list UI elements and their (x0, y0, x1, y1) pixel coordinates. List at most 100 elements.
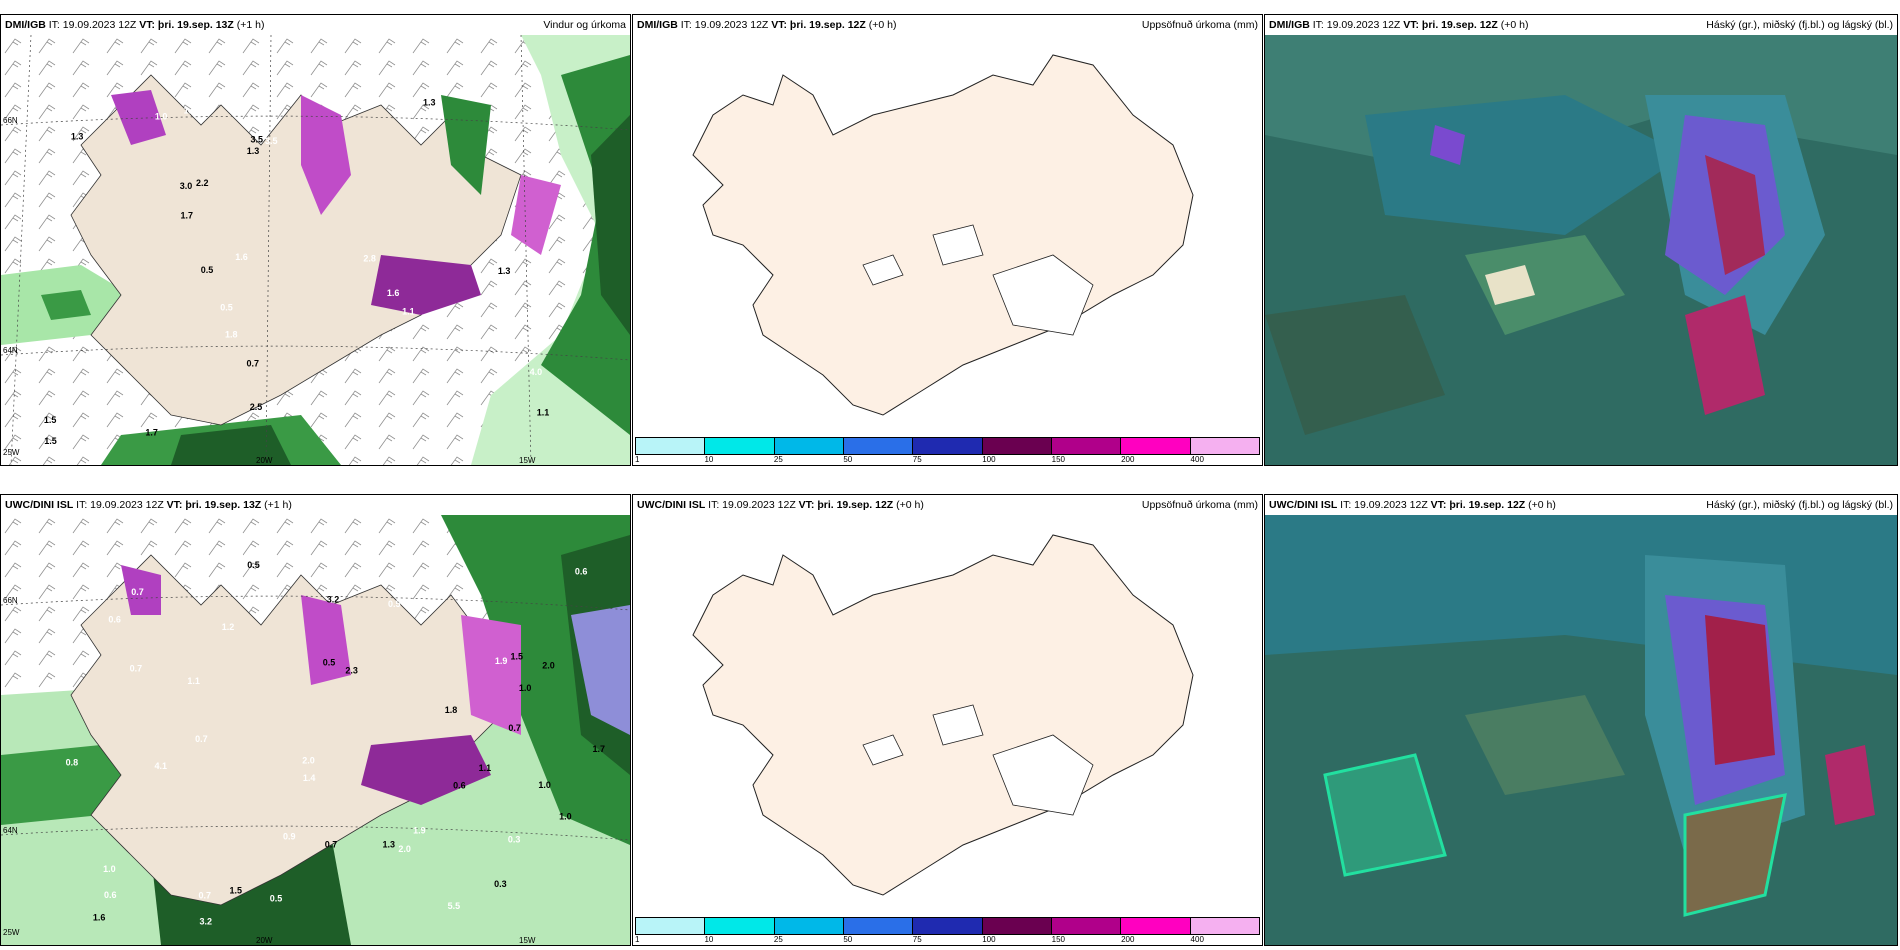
panel-clouds-dmi: DMI/IGB IT: 19.09.2023 12Z VT: þri. 19.s… (1264, 14, 1898, 466)
colorbar-tick-label: 50 (843, 935, 853, 944)
precip-value-label: 1.2 (248, 569, 261, 579)
lon-label: 20W (256, 936, 273, 945)
colorbar-swatch (705, 918, 775, 934)
panel-header: UWC/DINI ISL IT: 19.09.2023 12Z VT: þri.… (1, 495, 630, 515)
lead-time: (+0 h) (1500, 19, 1529, 31)
model-name: UWC/DINI ISL (1269, 499, 1338, 511)
precip-value-label: 0.5 (220, 302, 233, 312)
panel-header: UWC/DINI ISL IT: 19.09.2023 12Z VT: þri.… (1265, 495, 1897, 515)
colorbar (635, 437, 1260, 455)
model-name: DMI/IGB (5, 19, 46, 31)
precip-value-label: 1.7 (593, 744, 606, 754)
precip-value-label: 1.8 (225, 329, 238, 339)
colorbar-tick-label: 150 (1051, 455, 1066, 464)
precip-value-label: 1.0 (103, 864, 116, 874)
colorbar-tick-label: 50 (843, 455, 853, 464)
colorbar-tick-label: 75 (912, 935, 922, 944)
precip-value-label: 1.5 (44, 436, 57, 446)
precip-value-label: 0.5 (388, 599, 401, 609)
precip-value-label: 1.7 (496, 134, 509, 144)
precip-value-label: 0.9 (283, 832, 296, 842)
precip-value-label: 1.6 (387, 288, 400, 298)
precip-value-label: 0.7 (130, 664, 143, 674)
panel-wind-precip-uwc: UWC/DINI ISL IT: 19.09.2023 12Z VT: þri.… (0, 494, 631, 946)
precip-value-label: 1.1 (537, 407, 550, 417)
precip-value-label: 3.0 (180, 181, 193, 191)
panel-accum-precip-uwc: UWC/DINI ISL IT: 19.09.2023 12Z VT: þri.… (632, 494, 1263, 946)
colorbar-swatch (843, 918, 914, 934)
precip-value-label: 1.0 (538, 780, 551, 790)
precip-value-label: 2.0 (398, 844, 411, 854)
precip-value-label: 1.1 (187, 676, 200, 686)
panel-header: DMI/IGB IT: 19.09.2023 12Z VT: þri. 19.s… (1265, 15, 1897, 35)
precip-value-label: 3.2 (327, 595, 340, 605)
colorbar-swatch (1190, 918, 1259, 934)
init-time: IT: 19.09.2023 12Z (1312, 19, 1401, 31)
precip-value-label: 1.7 (145, 428, 158, 438)
lead-time: (+1 h) (236, 19, 265, 31)
lead-time: (+1 h) (264, 499, 292, 511)
field-name: Uppsöfnuð úrkoma (mm) (1141, 499, 1258, 511)
colorbar-swatch (774, 918, 844, 934)
valid-time: VT: þri. 19.sep. 12Z (1430, 499, 1526, 511)
model-name: UWC/DINI ISL (5, 499, 74, 511)
panel-header: DMI/IGB IT: 19.09.2023 12Z VT: þri. 19.s… (1, 15, 630, 35)
precip-value-label: 1.0 (155, 112, 168, 122)
colorbar-swatch (1051, 918, 1122, 934)
accum-precip-map (633, 35, 1262, 465)
valid-time: VT: þri. 19.sep. 12Z (1403, 19, 1498, 31)
colorbar-swatch (1190, 438, 1259, 454)
lat-label: 64N (3, 826, 18, 835)
init-time: IT: 19.09.2023 12Z (48, 19, 137, 31)
panel-header: DMI/IGB IT: 19.09.2023 12Z VT: þri. 19.s… (633, 15, 1262, 35)
precip-value-label: 1.6 (93, 913, 106, 923)
colorbar (635, 917, 1260, 935)
colorbar-tick-label: 400 (1190, 935, 1204, 944)
precip-value-label: 1.1 (479, 763, 492, 773)
precip-value-label: 2.0 (542, 660, 555, 670)
accum-precip-map (633, 515, 1262, 945)
precip-value-label: 3.5 (251, 135, 264, 145)
precip-value-label: 1.7 (181, 211, 194, 221)
lon-label: 25W (3, 928, 20, 937)
colorbar-tick-label: 10 (704, 455, 714, 464)
precip-value-label: 1.5 (230, 885, 243, 895)
panel-header: UWC/DINI ISL IT: 19.09.2023 12Z VT: þri.… (633, 495, 1262, 515)
valid-time: VT: þri. 19.sep. 12Z (771, 19, 866, 31)
valid-time: VT: þri. 19.sep. 13Z (139, 19, 234, 31)
precip-value-label: 0.6 (108, 615, 121, 625)
colorbar-swatch (636, 438, 706, 454)
model-name: DMI/IGB (1269, 19, 1310, 31)
field-name: Háský (gr.), miðský (fj.bl.) og lágský (… (1706, 499, 1893, 511)
precip-value-label: 0.8 (147, 402, 160, 412)
colorbar-tick-label: 200 (1121, 455, 1135, 464)
precip-value-label: 0.6 (453, 781, 466, 791)
colorbar-swatch (843, 438, 914, 454)
precip-value-label: 1.0 (559, 812, 572, 822)
colorbar-tick-label: 25 (773, 935, 783, 944)
precip-value-label: 1.9 (495, 656, 508, 666)
lon-label: 15W (519, 456, 536, 465)
colorbar-swatch (636, 918, 706, 934)
colorbar-swatch (913, 438, 983, 454)
colorbar-tick-label: 150 (1051, 935, 1066, 944)
precip-value-label: 3.9 (437, 366, 450, 376)
colorbar-tick-label: 100 (982, 935, 996, 944)
lon-label: 20W (256, 456, 273, 465)
precip-value-label: 1.3 (71, 131, 84, 141)
precip-value-label: 1.5 (44, 415, 57, 425)
precip-value-label: 1.0 (519, 683, 532, 693)
model-name: DMI/IGB (637, 19, 678, 31)
panel-wind-precip-dmi: DMI/IGB IT: 19.09.2023 12Z VT: þri. 19.s… (0, 14, 631, 466)
precip-value-label: 1.4 (303, 773, 316, 783)
panel-clouds-uwc: UWC/DINI ISL IT: 19.09.2023 12Z VT: þri.… (1264, 494, 1898, 946)
wind-precip-map: 66N 64N 25W 20W 15W 1.1 2.5 1.6 1.0 3.5 1.5 2.… (1, 35, 630, 465)
colorbar-swatch (1121, 438, 1191, 454)
precip-value-label: 3.5 (529, 137, 542, 147)
precip-value-label: 1.3 (247, 146, 260, 156)
valid-time: VT: þri. 19.sep. 12Z (798, 499, 894, 511)
precip-value-label: 0.5 (201, 265, 214, 275)
precip-value-label: 2.0 (302, 755, 315, 765)
field-name: Uppsöfnuð úrkoma (mm) (1141, 19, 1258, 31)
precip-value-label: 0.6 (575, 566, 588, 576)
